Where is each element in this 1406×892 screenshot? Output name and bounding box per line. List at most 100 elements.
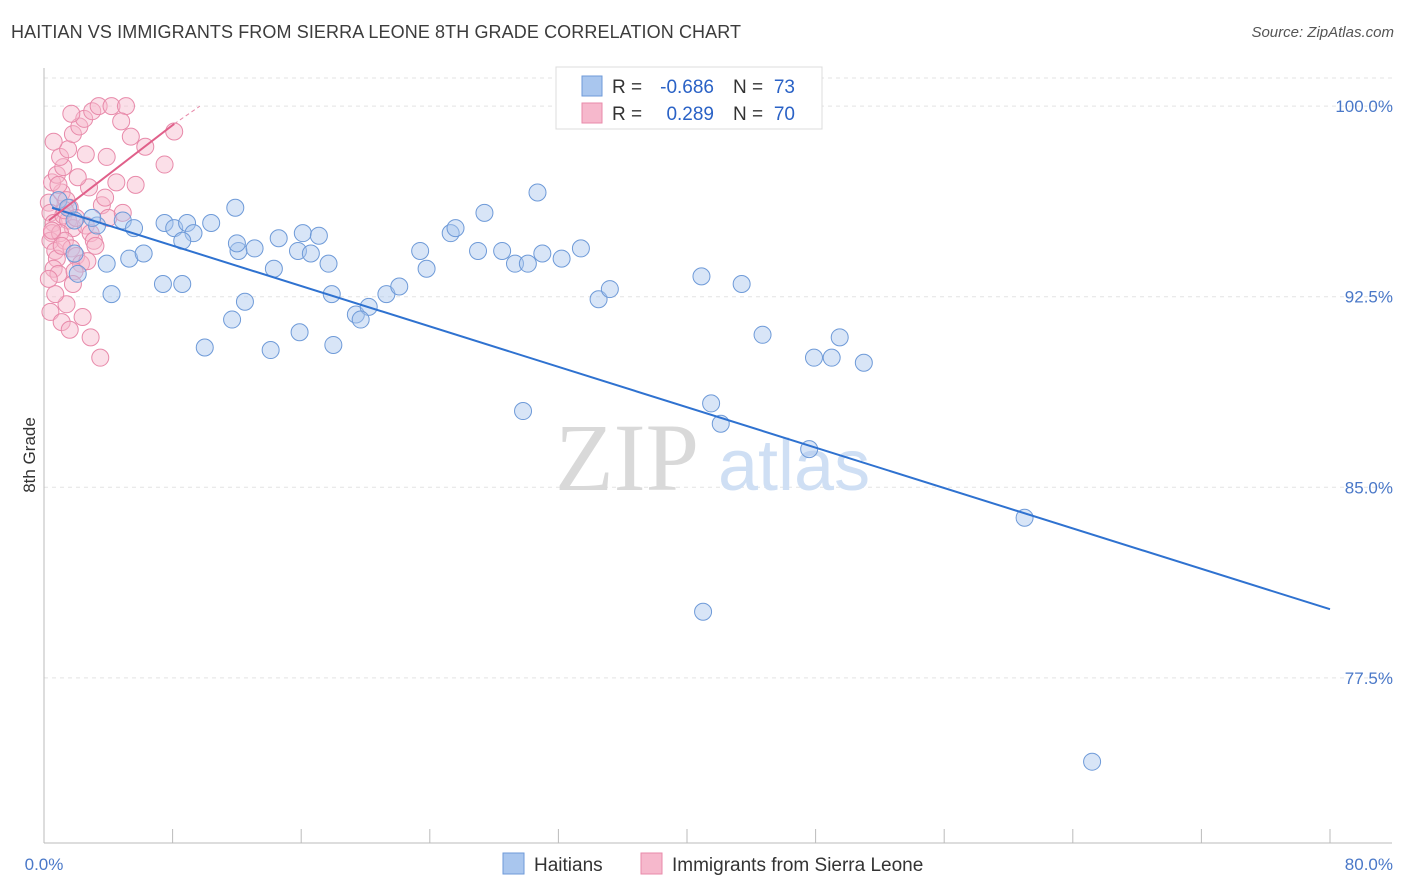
- chart-title: HAITIAN VS IMMIGRANTS FROM SIERRA LEONE …: [11, 22, 742, 42]
- tick-labels: 77.5% 85.0% 92.5% 100.0% 0.0% 80.0%: [25, 97, 1393, 874]
- haitian-point: [1015, 508, 1034, 527]
- bottom-legend-label-sierra-leone: Immigrants from Sierra Leone: [672, 855, 923, 876]
- haitian-point: [446, 219, 465, 238]
- haitian-point: [290, 323, 309, 342]
- haitian-point: [351, 310, 370, 329]
- haitian-points: [49, 97, 1102, 771]
- trend-lines: [48, 105, 1331, 611]
- haitian-point: [822, 348, 841, 367]
- sierra-leone-point: [73, 308, 92, 327]
- sierra-leone-point: [60, 320, 79, 339]
- sierra-leone-point: [39, 269, 58, 288]
- sierra-leone-point: [55, 231, 74, 250]
- haitian-point: [514, 402, 533, 421]
- haitian-point: [97, 254, 116, 273]
- sierra-leone-trend-extension: [173, 105, 201, 125]
- haitian-point: [589, 290, 608, 309]
- haitian-point: [753, 325, 772, 344]
- watermark: ZIP atlas: [555, 404, 870, 511]
- watermark-zip: ZIP: [555, 404, 699, 511]
- haitian-point: [261, 341, 280, 360]
- gridlines: [44, 77, 1392, 679]
- legend-swatch-blue: [581, 75, 603, 97]
- sierra-leone-point: [155, 155, 174, 174]
- haitian-point: [68, 264, 87, 283]
- legend-n-value-1: 73: [774, 77, 795, 98]
- haitian-point: [533, 244, 552, 263]
- haitian-point: [441, 224, 460, 243]
- haitian-point: [475, 203, 494, 222]
- y-tick-label: 77.5%: [1345, 669, 1393, 688]
- sierra-leone-points: [39, 97, 184, 367]
- haitian-point: [293, 224, 312, 243]
- sierra-leone-point: [81, 328, 100, 347]
- haitian-point: [692, 267, 711, 286]
- legend-n-value-2: 70: [774, 104, 795, 125]
- haitian-point: [269, 229, 288, 248]
- sierra-leone-point: [102, 97, 121, 116]
- sierra-leone-trend-line: [48, 123, 175, 222]
- y-tick-label: 85.0%: [1345, 478, 1393, 497]
- haitian-point: [322, 285, 341, 304]
- haitian-point: [1083, 752, 1102, 771]
- haitian-point: [227, 234, 246, 253]
- sierra-leone-point: [63, 274, 82, 293]
- haitian-point: [830, 328, 849, 347]
- haitian-point: [235, 292, 254, 311]
- watermark-atlas: atlas: [718, 426, 870, 506]
- haitian-point: [195, 338, 214, 357]
- sierra-leone-point: [46, 285, 65, 304]
- sierra-leone-point: [57, 295, 76, 314]
- sierra-leone-point: [89, 97, 108, 116]
- haitian-point: [102, 285, 121, 304]
- haitian-point: [173, 274, 192, 293]
- bottom-legend-swatch-sierra-leone: [640, 852, 663, 875]
- haitian-point: [245, 239, 264, 258]
- haitian-point: [518, 254, 537, 273]
- haitian-point: [229, 241, 248, 260]
- sierra-leone-point: [49, 264, 68, 283]
- haitian-point: [223, 310, 242, 329]
- sierra-leone-point: [44, 259, 63, 278]
- haitian-point: [309, 226, 328, 245]
- haitian-point: [417, 259, 436, 278]
- haitian-point: [600, 280, 619, 299]
- haitian-point: [571, 239, 590, 258]
- haitian-point: [732, 274, 751, 293]
- x-tick-label-min: 0.0%: [25, 855, 64, 874]
- sierra-leone-point: [112, 112, 131, 131]
- haitian-point: [178, 214, 197, 232]
- legend-r-value-2: 0.289: [666, 104, 714, 125]
- sierra-leone-point: [121, 127, 140, 146]
- haitian-point: [702, 394, 721, 413]
- haitian-point: [493, 241, 512, 260]
- sierra-leone-point: [165, 122, 184, 141]
- bottom-legend-swatch-haitians: [502, 852, 525, 875]
- legend-r-label-2: R =: [612, 104, 642, 125]
- haitian-point: [153, 274, 172, 293]
- chart-source: Source: ZipAtlas.com: [1251, 24, 1394, 41]
- sierra-leone-point: [107, 173, 126, 192]
- bottom-legend-label-haitians: Haitians: [534, 855, 603, 876]
- x-tick-label-max: 80.0%: [1345, 855, 1393, 874]
- sierra-leone-point: [44, 132, 63, 151]
- sierra-leone-point: [68, 168, 87, 187]
- haitian-point: [65, 244, 84, 263]
- haitian-point: [469, 241, 488, 260]
- haitian-point: [694, 602, 713, 621]
- haitian-point: [324, 335, 343, 354]
- sierra-leone-point: [113, 203, 132, 222]
- sierra-leone-point: [49, 175, 68, 194]
- haitian-point: [804, 348, 823, 367]
- haitian-point: [552, 249, 571, 268]
- sierra-leone-point: [116, 97, 135, 116]
- haitian-point: [226, 198, 245, 217]
- haitian-point: [528, 183, 547, 202]
- haitian-point: [49, 191, 68, 210]
- haitian-trend-line: [51, 206, 1331, 611]
- haitian-point: [390, 277, 409, 296]
- sierra-leone-point: [54, 158, 73, 177]
- sierra-leone-point: [43, 221, 62, 240]
- haitian-point: [301, 244, 320, 263]
- haitian-point: [854, 353, 873, 372]
